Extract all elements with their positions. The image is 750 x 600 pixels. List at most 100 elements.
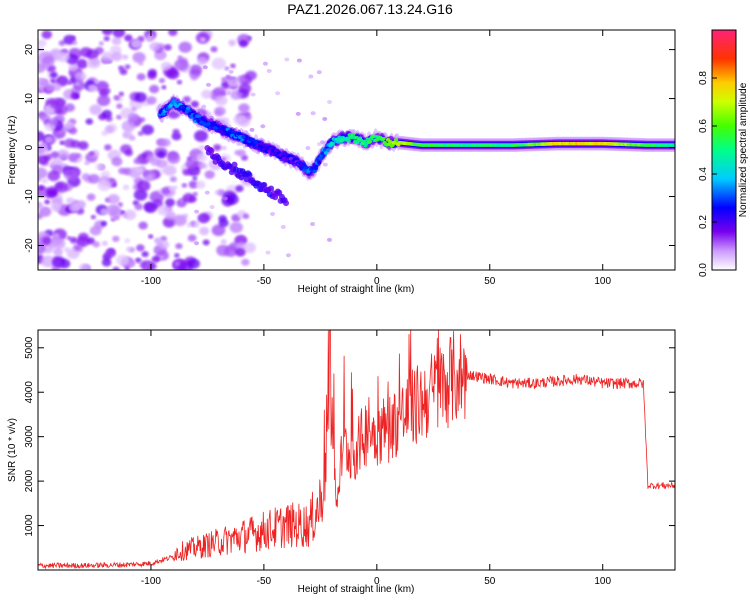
noise-blob (75, 153, 81, 158)
noise-blob (158, 240, 170, 249)
noise-blob (124, 34, 133, 42)
noise-blob (228, 39, 236, 47)
noise-blob (124, 266, 130, 270)
noise-blob (101, 51, 115, 63)
noise-blob (188, 180, 199, 189)
noise-blob (116, 103, 123, 109)
spectrogram-frame (37, 29, 676, 271)
noise-blob (74, 81, 80, 86)
noise-blob (57, 149, 70, 160)
noise-blob (134, 92, 147, 103)
noise-blob (189, 64, 203, 76)
noise-blob (38, 167, 48, 179)
ridge-core (227, 129, 233, 134)
page-title: PAZ1.2026.067.13.24.G16 (287, 1, 453, 17)
noise-blob (66, 80, 73, 85)
noise-blob (48, 117, 59, 126)
colorbar-label: Normalized spectral amplitude (738, 82, 749, 217)
noise-blob (54, 104, 68, 116)
noise-blob (90, 58, 100, 66)
noise-blob (196, 153, 208, 163)
y-tick-label: -10 (24, 189, 35, 204)
noise-blob (38, 39, 47, 48)
noise-blob (186, 222, 192, 228)
noise-blob (206, 82, 212, 87)
ridge-core (297, 161, 303, 165)
y-tick-label: 1000 (24, 514, 35, 537)
noise-blob (133, 189, 148, 201)
ridge-core (209, 126, 215, 130)
noise-blob (68, 202, 80, 213)
noise-blob (88, 84, 98, 93)
snr-panel: -100 -50 0 50 100 1000 2000 3000 4000 5000 Heigh… (7, 329, 676, 595)
noise-blob (111, 182, 118, 188)
y-tick-label: 3000 (24, 425, 35, 448)
noise-blob (215, 95, 228, 106)
ridge-core (262, 143, 268, 148)
noise-blob (204, 190, 210, 195)
noise-blob (146, 36, 153, 42)
noise-blob (111, 157, 123, 167)
noise-blob (50, 78, 57, 84)
noise-blob (178, 41, 192, 53)
noise-blob (182, 168, 191, 176)
noise-blob (284, 57, 290, 62)
ridge-core (259, 141, 264, 146)
colorbar-tick-label: 0.0 (698, 263, 709, 277)
noise-blob (101, 30, 113, 36)
noise-blob (266, 68, 272, 73)
noise-blob (157, 150, 166, 158)
noise-blob (149, 41, 161, 52)
noise-blob (144, 202, 158, 213)
noise-blob (41, 30, 53, 39)
ridge-core (186, 106, 191, 111)
noise-blob (225, 74, 231, 79)
noise-blob (224, 66, 230, 71)
y-tick-label: 0 (24, 144, 35, 150)
noise-blob (100, 208, 109, 216)
noise-blob (305, 146, 311, 151)
noise-blob (199, 37, 206, 43)
ridge-core (312, 169, 317, 173)
noise-blob (122, 132, 130, 139)
noise-blob (197, 56, 208, 66)
ridge-core (381, 136, 386, 141)
noise-blob (156, 242, 163, 248)
ridge-core (672, 143, 675, 147)
noise-blob (172, 185, 178, 190)
noise-blob (220, 239, 227, 245)
noise-blob (192, 221, 200, 228)
noise-blob (235, 247, 246, 257)
noise-blob (226, 91, 232, 96)
noise-blob (124, 64, 131, 70)
noise-blob (116, 254, 130, 266)
noise-blob (171, 132, 182, 141)
noise-blob (74, 245, 81, 251)
noise-blob (226, 194, 239, 205)
noise-blob (50, 202, 62, 212)
noise-blob (46, 186, 58, 196)
noise-blob (95, 80, 110, 93)
noise-blob (128, 112, 139, 122)
ridge-core (231, 130, 236, 135)
noise-blob (214, 190, 220, 195)
noise-blob (122, 54, 129, 60)
noise-blob (187, 234, 197, 242)
ridge-core (346, 138, 351, 143)
noise-blob (53, 233, 60, 239)
noise-blob (38, 213, 43, 220)
noise-blob (238, 103, 250, 113)
colorbar-tick-label: 0.4 (698, 167, 709, 181)
noise-blob (197, 213, 210, 224)
noise-blob (78, 232, 89, 242)
noise-blob (90, 214, 97, 220)
noise-blob (123, 209, 137, 221)
noise-blob (172, 128, 180, 135)
noise-blob (106, 204, 120, 216)
noise-blob (149, 84, 160, 94)
noise-blob (66, 197, 75, 205)
noise-blob (230, 89, 243, 100)
noise-blob (147, 173, 155, 180)
noise-blob (326, 237, 332, 242)
noise-blob (175, 243, 183, 250)
